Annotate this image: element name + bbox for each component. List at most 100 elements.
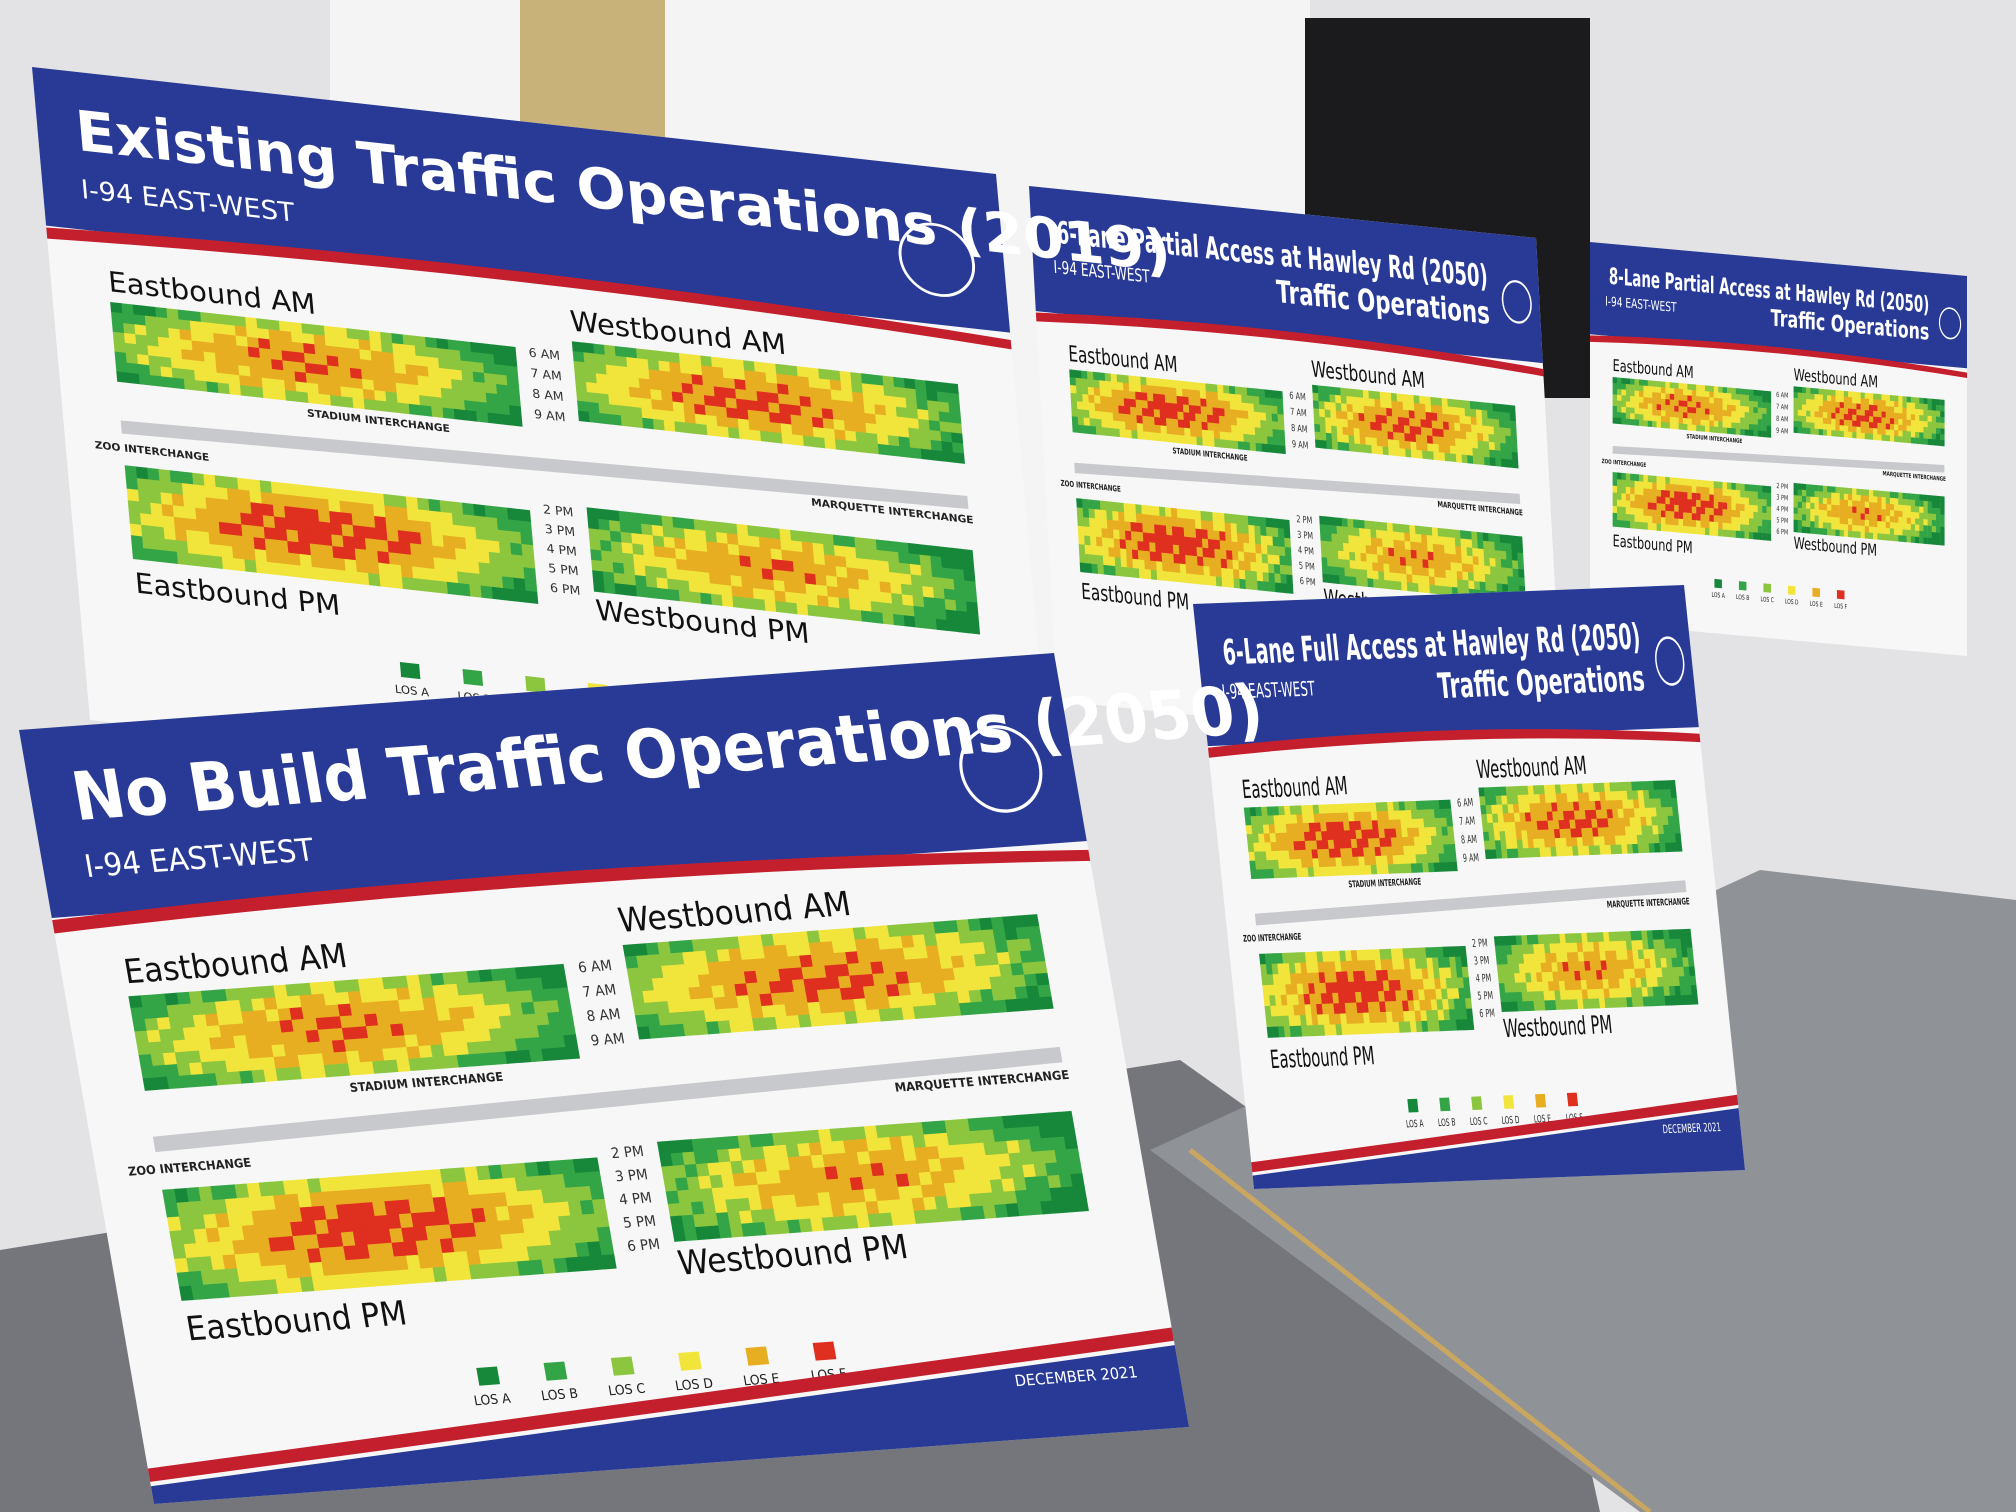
heatmap-cell — [751, 577, 765, 590]
heatmap-cell — [598, 403, 611, 415]
heatmap-cell — [1095, 536, 1103, 547]
legend-swatch — [525, 675, 546, 694]
heatmap-cell — [1642, 789, 1650, 800]
heatmap-cell — [898, 436, 911, 448]
heatmap-cell — [1567, 801, 1575, 812]
heatmap-cell — [1193, 389, 1201, 399]
heatmap-cell — [1665, 399, 1670, 406]
heatmap-cell — [135, 466, 149, 480]
heatmap-cell — [781, 549, 794, 562]
heatmap-cell — [1335, 803, 1343, 814]
heatmap-cell — [463, 390, 476, 402]
heatmap-cell — [605, 364, 618, 377]
heatmap-cell — [641, 534, 655, 547]
heatmap-cell — [1391, 400, 1398, 410]
heatmap-cell — [732, 596, 745, 609]
heatmap-cell — [661, 400, 674, 412]
heatmap-cell — [1839, 425, 1845, 432]
heatmap-cell — [1340, 387, 1347, 397]
heatmap-cell — [1200, 520, 1208, 531]
heatmap-cell — [812, 426, 825, 439]
heatmap-cell — [1753, 484, 1758, 493]
heatmap-cell — [1269, 581, 1276, 593]
heatmap-cell — [1652, 403, 1657, 411]
heatmap-cell — [1096, 555, 1104, 566]
heatmap-cell — [1287, 952, 1295, 964]
heatmap-cell — [1467, 563, 1474, 574]
heatmap-cell — [1245, 579, 1253, 590]
heatmap-cell — [1237, 551, 1245, 562]
heatmap-cell — [1615, 997, 1623, 1008]
heatmap-cell — [1189, 412, 1196, 422]
heatmap-cell — [1408, 845, 1416, 856]
heatmap-cell — [460, 360, 474, 373]
heatmap-cell — [1472, 447, 1479, 457]
heatmap-cell — [1259, 953, 1267, 965]
heatmap-cell — [295, 1042, 311, 1056]
heatmap-cell — [1460, 530, 1467, 540]
heatmap-cell — [1852, 426, 1857, 433]
heatmap-cell — [1532, 785, 1540, 795]
heatmap-cell — [1439, 862, 1447, 872]
heatmap-cell — [1722, 509, 1728, 517]
heatmap-cell — [1493, 426, 1500, 436]
heatmap-cell — [1639, 807, 1647, 818]
heatmap-cell — [1320, 548, 1328, 559]
heatmap-cell — [1731, 393, 1736, 400]
heatmap-cell — [1212, 415, 1220, 425]
heatmap-cell — [247, 1045, 263, 1060]
heatmap-cell — [422, 555, 436, 570]
heatmap-cell — [1568, 810, 1576, 821]
heatmap-cell — [423, 567, 437, 582]
heatmap-cell — [192, 472, 205, 487]
heatmap-cell — [1848, 512, 1853, 520]
heatmap-cell — [1810, 502, 1815, 510]
heatmap-cell — [1366, 570, 1374, 580]
heatmap-cell — [371, 989, 387, 1003]
heatmap-cell — [1822, 485, 1828, 493]
heatmap-cell — [825, 575, 839, 588]
heatmap-cell — [1412, 989, 1420, 1001]
heatmap-cell — [1647, 834, 1655, 844]
heatmap-cell — [1120, 548, 1127, 559]
heatmap-cell — [1889, 528, 1895, 536]
heatmap-cell — [748, 535, 761, 548]
heatmap-cell — [1687, 956, 1695, 968]
heatmap-cell — [1612, 411, 1618, 419]
heatmap-cell — [397, 530, 411, 544]
heatmap-cell — [1496, 583, 1503, 593]
heatmap-cell — [1450, 562, 1457, 572]
heatmap-cell — [434, 568, 448, 583]
heatmap-cell — [1665, 410, 1670, 418]
heatmap-cell — [143, 305, 157, 318]
heatmap-cell — [1634, 507, 1640, 516]
heatmap-cell — [772, 569, 785, 582]
heatmap-cell — [1329, 402, 1337, 411]
heatmap-cell — [352, 397, 366, 410]
heatmap-cell — [1347, 411, 1354, 421]
heatmap-cell — [577, 400, 590, 413]
heatmap-cell — [613, 572, 626, 585]
heatmap-cell — [738, 544, 751, 558]
heatmap-cell — [1687, 383, 1692, 391]
heatmap-cell — [111, 311, 124, 324]
heatmap-cell — [1434, 817, 1442, 828]
heatmap-cell — [1370, 811, 1378, 821]
heatmap-cell — [1500, 458, 1508, 468]
heatmap-cell — [1371, 545, 1378, 556]
heatmap-cell — [1856, 494, 1861, 502]
heatmap-cell — [303, 352, 317, 365]
heatmap-cell — [1927, 409, 1933, 417]
heatmap-cell — [1267, 545, 1274, 556]
heatmap-cell — [1735, 422, 1741, 430]
heatmap-cell — [1172, 426, 1179, 436]
heatmap-cell — [1762, 430, 1767, 438]
heatmap-cell — [1130, 422, 1138, 432]
heatmap-cell — [1381, 855, 1389, 866]
heatmap-cell — [1350, 838, 1358, 849]
heatmap-cell — [1906, 493, 1912, 500]
heatmap-cell — [376, 539, 390, 553]
heatmap-cell — [1766, 492, 1772, 501]
heatmap-cell — [1757, 491, 1763, 500]
heatmap-cell — [1873, 532, 1878, 540]
